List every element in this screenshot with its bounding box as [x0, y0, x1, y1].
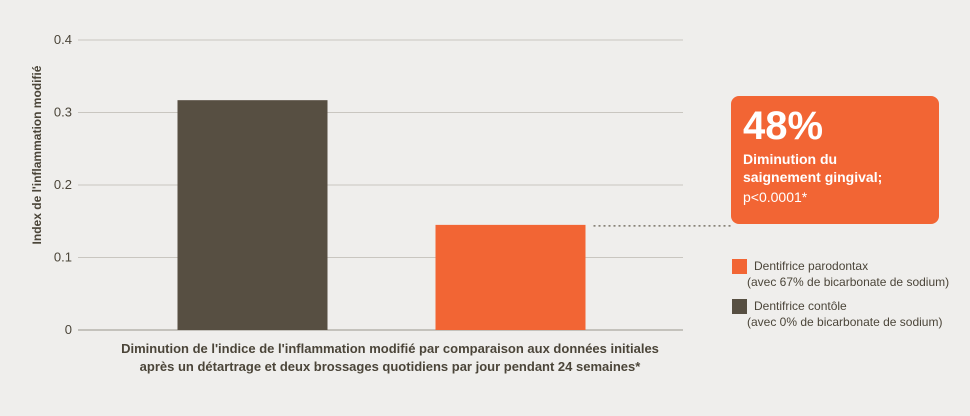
legend-item-controle: Dentifrice contôle (avec 0% de bicarbona…: [732, 298, 942, 330]
y-tick-label: 0.3: [54, 105, 72, 120]
legend-detail-controle: (avec 0% de bicarbonate de sodium): [747, 315, 943, 329]
y-axis-ticks: 0 0.1 0.2 0.3 0.4: [54, 32, 72, 337]
callout-pvalue: p<0.0001*: [743, 189, 808, 205]
y-axis-label: Index de l'inflammation modifié: [30, 65, 44, 244]
bar-parodontax: [435, 224, 586, 330]
gridlines: [78, 39, 683, 331]
y-tick-label: 0.4: [54, 32, 72, 47]
x-axis-label: Diminution de l'indice de l'inflammation…: [60, 340, 720, 376]
legend-item-parodontax: Dentifrice parodontax (avec 67% de bicar…: [732, 258, 949, 290]
legend-swatch-controle: [732, 299, 747, 314]
y-tick-label: 0.2: [54, 177, 72, 192]
y-tick-label: 0: [65, 322, 72, 337]
y-tick-label: 0.1: [54, 250, 72, 265]
callout-percent: 48%: [743, 104, 824, 148]
x-axis-label-line-1: Diminution de l'indice de l'inflammation…: [121, 341, 659, 356]
legend-swatch-parodontax: [732, 259, 747, 274]
x-axis-label-line-2: après un détartrage et deux brossages qu…: [139, 359, 641, 374]
legend-name-controle: Dentifrice contôle: [754, 299, 847, 313]
reduction-callout: 48% Diminution du saignement gingival; p…: [731, 96, 939, 224]
bar-controle: [177, 100, 328, 330]
callout-line-1: Diminution du: [743, 151, 838, 167]
legend-name-parodontax: Dentifrice parodontax: [754, 259, 869, 273]
bars: [177, 100, 586, 330]
callout-line-2: saignement gingival;: [743, 169, 883, 185]
legend-detail-parodontax: (avec 67% de bicarbonate de sodium): [747, 275, 950, 289]
